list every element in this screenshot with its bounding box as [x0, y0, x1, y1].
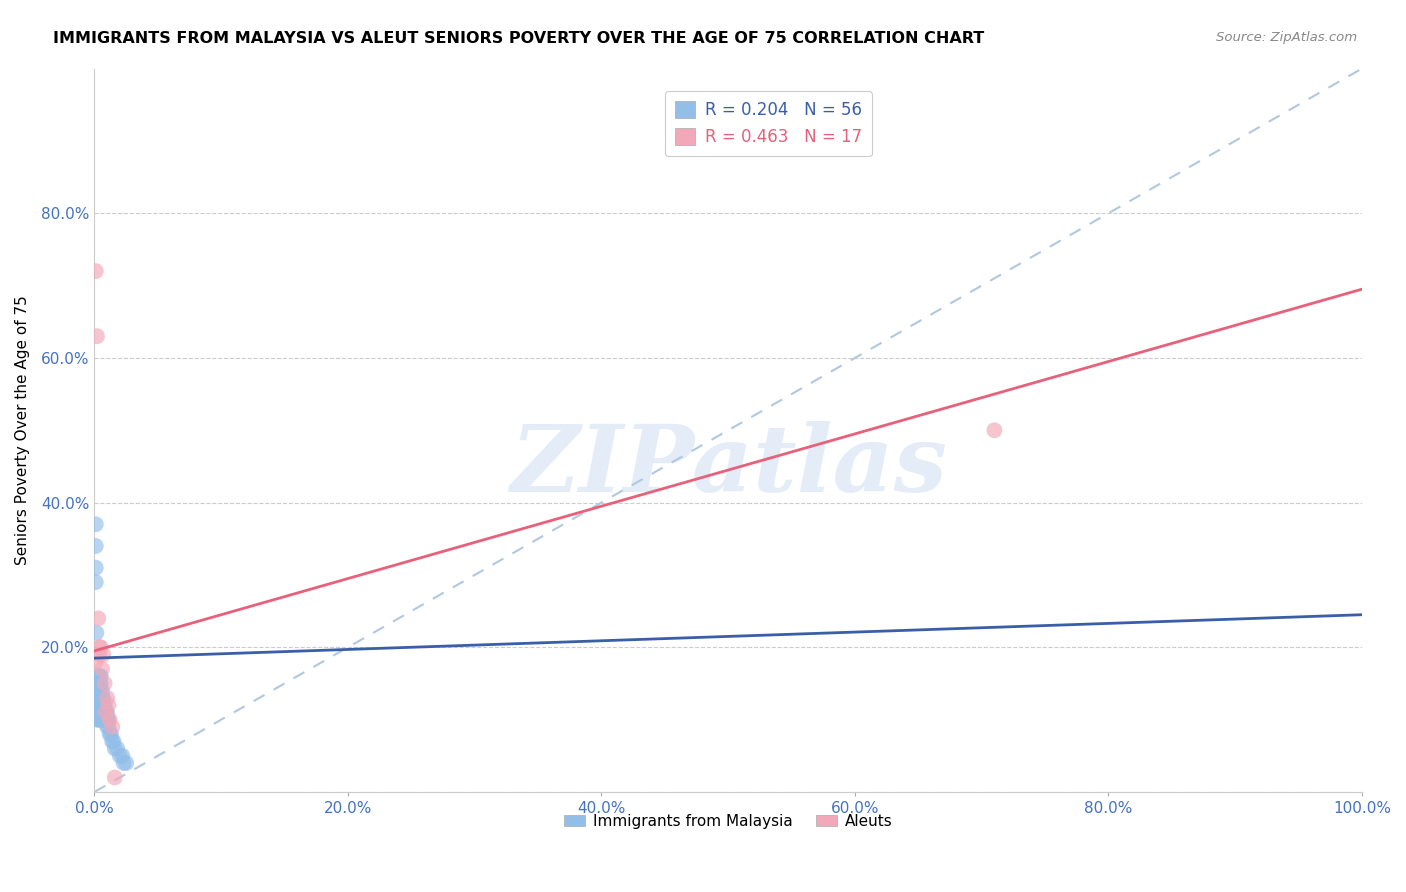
Point: [98, 727, 121, 741]
Point: [89, 648, 111, 662]
Point: [91, 690, 114, 705]
Point: [108, 748, 131, 763]
Point: [90, 706, 112, 720]
Point: [104, 741, 127, 756]
Text: IMMIGRANTS FROM MALAYSIA VS ALEUT SENIORS POVERTY OVER THE AGE OF 75 CORRELATION: IMMIGRANTS FROM MALAYSIA VS ALEUT SENIOR…: [53, 31, 984, 46]
Point: [94, 706, 117, 720]
Legend: Immigrants from Malaysia, Aleuts: Immigrants from Malaysia, Aleuts: [558, 808, 898, 835]
Point: [86, 329, 108, 343]
Point: [112, 756, 135, 770]
Point: [87, 698, 110, 713]
Point: [87, 690, 110, 705]
Point: [89, 706, 111, 720]
Text: ZIPatlas: ZIPatlas: [510, 421, 946, 511]
Point: [84, 560, 107, 574]
Point: [93, 706, 115, 720]
Point: [89, 669, 111, 683]
Point: [84, 575, 107, 590]
Point: [111, 748, 134, 763]
Point: [96, 713, 118, 727]
Point: [96, 690, 118, 705]
Y-axis label: Seniors Poverty Over the Age of 75: Seniors Poverty Over the Age of 75: [15, 295, 30, 566]
Point: [983, 423, 1005, 437]
Point: [86, 698, 108, 713]
Point: [96, 706, 118, 720]
Point: [103, 734, 125, 748]
Point: [93, 698, 115, 713]
Point: [91, 698, 114, 713]
Point: [86, 713, 108, 727]
Point: [96, 720, 118, 734]
Point: [115, 756, 138, 770]
Point: [97, 713, 120, 727]
Point: [93, 713, 115, 727]
Point: [101, 734, 124, 748]
Point: [89, 713, 111, 727]
Point: [89, 690, 111, 705]
Point: [87, 683, 110, 698]
Point: [89, 676, 111, 690]
Point: [93, 713, 115, 727]
Point: [91, 683, 114, 698]
Point: [93, 706, 115, 720]
Point: [84, 264, 107, 278]
Point: [91, 662, 114, 676]
Point: [90, 698, 112, 713]
Text: Source: ZipAtlas.com: Source: ZipAtlas.com: [1216, 31, 1357, 45]
Point: [89, 640, 111, 655]
Point: [104, 771, 127, 785]
Point: [93, 676, 115, 690]
Point: [93, 698, 115, 713]
Point: [84, 517, 107, 532]
Point: [90, 683, 112, 698]
Point: [90, 676, 112, 690]
Point: [93, 690, 115, 705]
Point: [90, 713, 112, 727]
Point: [87, 611, 110, 625]
Point: [97, 698, 120, 713]
Point: [100, 727, 122, 741]
Point: [84, 655, 107, 669]
Point: [87, 713, 110, 727]
Point: [93, 648, 115, 662]
Point: [105, 741, 128, 756]
Point: [89, 683, 111, 698]
Point: [86, 683, 108, 698]
Point: [97, 720, 120, 734]
Point: [90, 640, 112, 655]
Point: [90, 690, 112, 705]
Point: [98, 713, 121, 727]
Point: [87, 669, 110, 683]
Point: [94, 713, 117, 727]
Point: [87, 706, 110, 720]
Point: [86, 625, 108, 640]
Point: [90, 669, 112, 683]
Point: [94, 706, 117, 720]
Point: [84, 539, 107, 553]
Point: [89, 698, 111, 713]
Point: [91, 706, 114, 720]
Point: [101, 720, 124, 734]
